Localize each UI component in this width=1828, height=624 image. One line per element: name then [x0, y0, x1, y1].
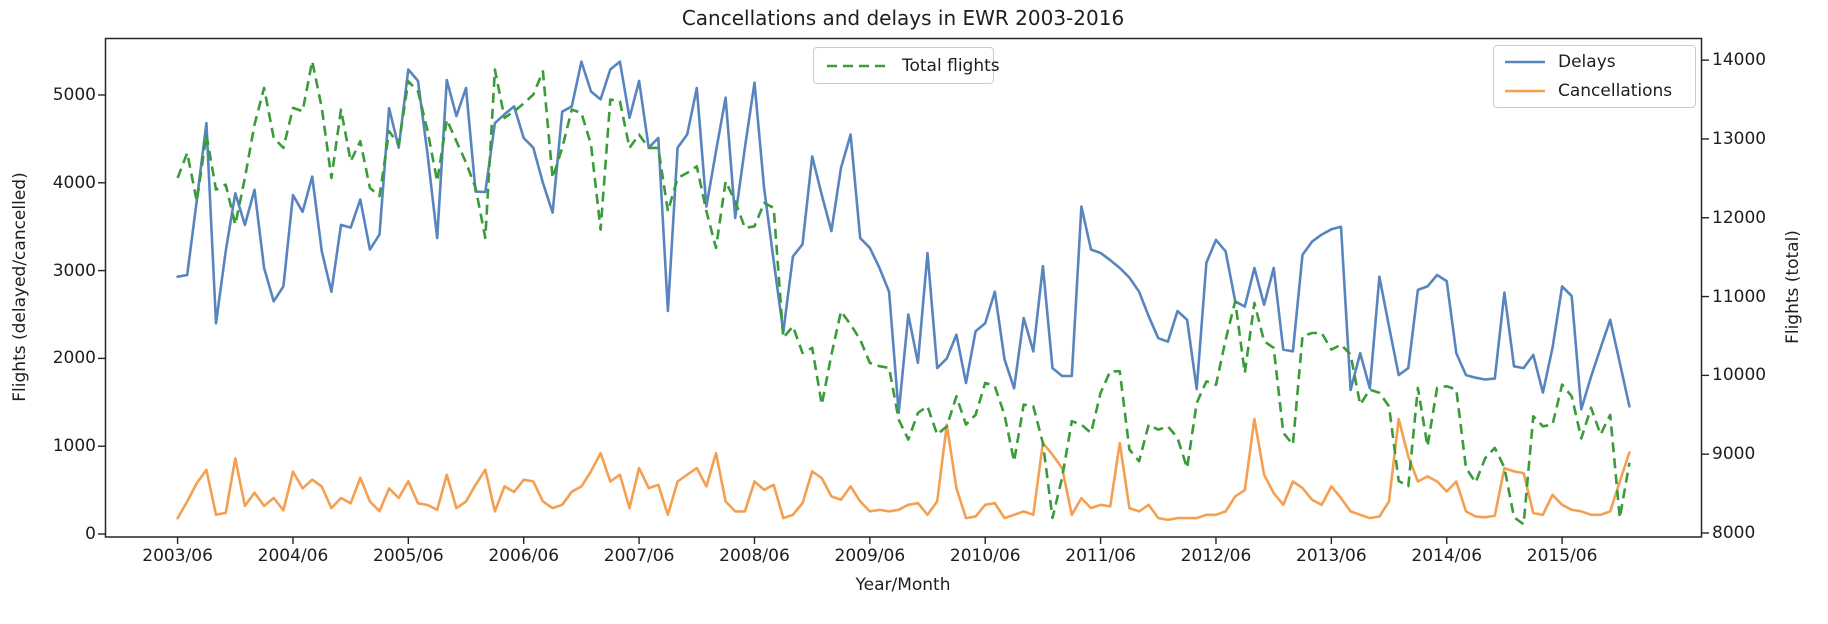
cancellations-line — [176, 417, 1631, 522]
x-tick-label: 2007/06 — [603, 546, 675, 566]
legend-row-cancellations: Cancellations — [1504, 80, 1685, 104]
x-tick-label: 2014/06 — [1411, 546, 1483, 566]
y-tick-label-right: 13000 — [1712, 128, 1767, 149]
legend-delays-cancellations: Delays Cancellations — [1493, 45, 1696, 108]
x-tick-label: 2006/06 — [488, 546, 560, 566]
x-tick-label: 2012/06 — [1180, 546, 1252, 566]
total-flights-legend-line-icon — [827, 64, 889, 67]
plot-border — [104, 37, 1703, 538]
y-tick-label-left: 4000 — [52, 172, 96, 193]
x-tick-label: 2003/06 — [142, 546, 213, 566]
legend-label-delays: Delays — [1558, 51, 1616, 72]
x-tick-label: 2015/06 — [1526, 546, 1598, 566]
x-tick-label: 2013/06 — [1296, 546, 1367, 566]
legend-row-delays: Delays — [1504, 50, 1685, 74]
y-tick-label-left: 5000 — [52, 84, 96, 105]
legend-label-cancellations: Cancellations — [1558, 81, 1673, 102]
x-tick-label: 2005/06 — [373, 546, 444, 566]
delays-line — [176, 60, 1631, 415]
x-tick-label: 2004/06 — [257, 546, 329, 566]
y-tick-label-right: 9000 — [1712, 444, 1756, 465]
y-tick-label-right: 11000 — [1712, 286, 1767, 307]
x-tick-label: 2011/06 — [1065, 546, 1136, 566]
x-tick-label: 2008/06 — [719, 546, 790, 566]
delays-legend-line-icon — [1505, 60, 1545, 64]
x-tick-label: 2010/06 — [949, 546, 1021, 566]
y-tick-label-left: 1000 — [52, 436, 96, 457]
y-tick-label-right: 12000 — [1712, 207, 1767, 228]
y-tick-label-right: 10000 — [1712, 365, 1767, 386]
y-axis-label-right: Flights (total) — [1783, 230, 1803, 344]
legend-label-total-flights: Total flights — [902, 55, 1000, 76]
axis-tick-marks — [98, 59, 1709, 544]
y-tick-label-left: 2000 — [52, 348, 96, 369]
cancellations-legend-line-icon — [1505, 89, 1545, 93]
x-axis-label: Year/Month — [855, 575, 951, 595]
y-tick-label-left: 3000 — [52, 260, 96, 281]
y-tick-label-left: 0 — [85, 524, 96, 544]
y-tick-label-right: 14000 — [1712, 50, 1767, 71]
total-flights-line — [176, 59, 1631, 526]
legend-total-flights: Total flights — [813, 47, 1000, 84]
y-tick-label-right: 8000 — [1712, 522, 1756, 543]
x-tick-label: 2009/06 — [834, 546, 906, 566]
chart-title: Cancellations and delays in EWR 2003-201… — [681, 6, 1125, 30]
